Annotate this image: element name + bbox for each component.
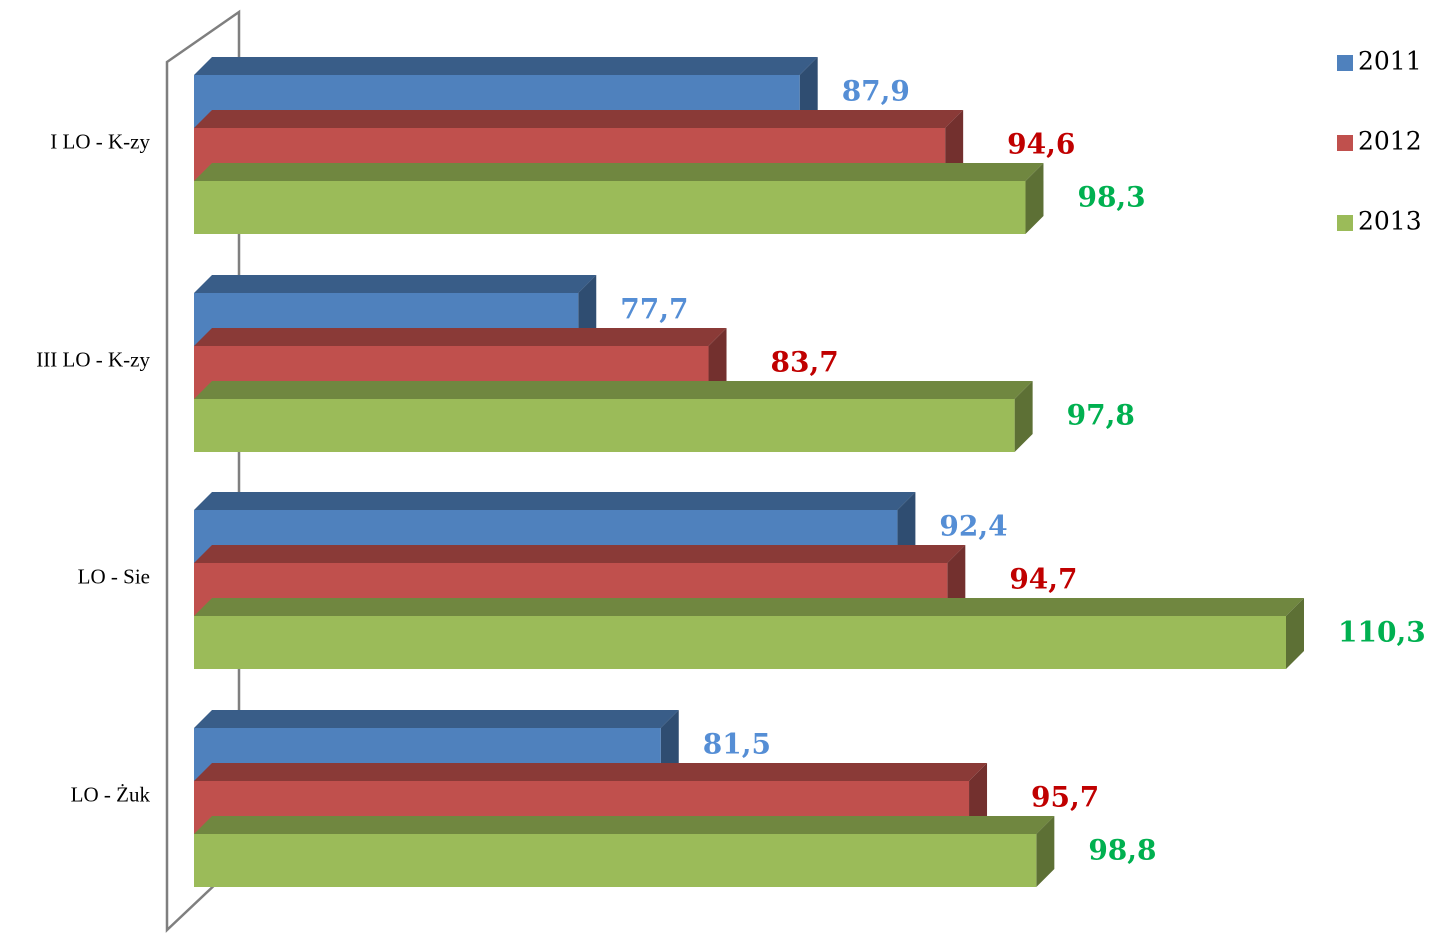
bar-top-face [194, 163, 1044, 181]
value-labels: 87,9 94,698,3 77,7 83,7 97,8 92,494,7 110,3 81,… [620, 75, 1425, 867]
value-label: 81,5 [703, 728, 771, 761]
value-label: 92,4 [939, 510, 1007, 543]
legend-swatch-2011 [1337, 55, 1353, 71]
bar-top-face [194, 110, 964, 128]
value-label: 83,7 [771, 346, 839, 379]
bar-top-face [194, 275, 597, 293]
value-label: 77,7 [620, 293, 688, 326]
category-label: LO - Żuk [71, 782, 151, 806]
bar-series-group [194, 57, 1304, 887]
category-label: LO - Sie [78, 564, 150, 588]
bar-side-face [1286, 598, 1304, 669]
bar-2013-1 [194, 381, 1033, 452]
bar-2013-0 [194, 163, 1044, 234]
bar-2013-3 [194, 816, 1055, 887]
bar-side-face [1036, 816, 1055, 887]
legend-label-2012: 2012 [1358, 127, 1422, 156]
legend-swatch-2013 [1337, 215, 1353, 231]
value-label: 98,3 [1077, 181, 1145, 214]
legend-label-2011: 2011 [1358, 47, 1422, 76]
bar-top-face [194, 381, 1033, 399]
bar-front-face [194, 834, 1037, 887]
bar-2013-2 [194, 598, 1304, 669]
category-label: III LO - K-zy [36, 347, 150, 371]
bar-front-face [194, 399, 1015, 452]
bar-top-face [194, 598, 1304, 616]
legend-label-2013: 2013 [1358, 207, 1422, 236]
value-label: 98,8 [1088, 834, 1156, 867]
legend: 2011 2012 2013 [1337, 47, 1422, 236]
bar-top-face [194, 492, 916, 510]
value-label: 94,7 [1009, 563, 1077, 596]
bar-front-face [194, 616, 1286, 669]
category-labels: I LO - K-zy III LO - K-zy LO - Sie LO - Żuk [36, 129, 150, 806]
value-label: 110,3 [1338, 616, 1426, 649]
value-label: 94,6 [1007, 128, 1075, 161]
bar-side-face [1014, 381, 1033, 452]
value-label: 95,7 [1031, 781, 1099, 814]
bar-side-face [1025, 163, 1044, 234]
bar-front-face [194, 181, 1026, 234]
bar-top-face [194, 710, 679, 728]
category-label: I LO - K-zy [50, 129, 150, 153]
legend-swatch-2012 [1337, 135, 1353, 151]
bar-top-face [194, 328, 727, 346]
bar-top-face [194, 545, 966, 563]
bar-top-face [194, 816, 1055, 834]
bar-top-face [194, 763, 988, 781]
value-label: 87,9 [842, 75, 910, 108]
bar-top-face [194, 57, 818, 75]
value-label: 97,8 [1067, 399, 1135, 432]
